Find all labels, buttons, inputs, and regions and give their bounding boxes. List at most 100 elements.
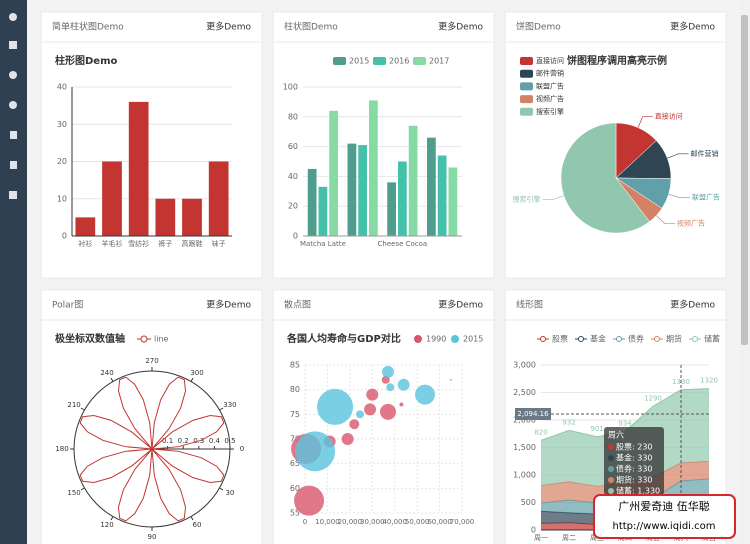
chart-title: 极坐标双数值轴 bbox=[55, 332, 125, 345]
angle-tick bbox=[219, 487, 224, 491]
sidebar-icon[interactable] bbox=[9, 191, 17, 199]
legend-label: 债券 bbox=[628, 334, 644, 344]
pointer-label-bg bbox=[515, 408, 551, 420]
y-tick-label: 65 bbox=[290, 459, 300, 468]
legend-marker bbox=[140, 335, 148, 343]
panel-title: 线形图 bbox=[516, 299, 543, 311]
pointer-label: 2,094.16 bbox=[517, 410, 549, 418]
bar bbox=[387, 182, 397, 236]
data-label: 1290 bbox=[644, 394, 662, 402]
bar bbox=[182, 198, 202, 236]
more-link[interactable]: 更多Demo bbox=[670, 299, 715, 311]
y-tick-label: 75 bbox=[290, 410, 300, 419]
angle-tick bbox=[190, 377, 194, 382]
legend-swatch bbox=[520, 107, 533, 116]
legend-label: 2017 bbox=[429, 57, 449, 66]
bubble bbox=[381, 365, 394, 378]
bar bbox=[75, 217, 96, 236]
legend-label: 1990 bbox=[426, 335, 446, 344]
chart-title: 柱形图Demo bbox=[55, 54, 118, 67]
sidebar-icon[interactable] bbox=[10, 131, 17, 139]
x-tick-label: 70,000 bbox=[450, 518, 475, 526]
panel-title: 简单柱状图Demo bbox=[52, 21, 124, 33]
bar bbox=[318, 186, 328, 236]
legend-marker bbox=[414, 335, 422, 343]
panel bbox=[272, 11, 495, 279]
y-tick-label: 0 bbox=[293, 232, 298, 241]
angle-tick bbox=[110, 377, 114, 382]
y-tick-label: 10 bbox=[57, 194, 67, 203]
sidebar-icons bbox=[9, 13, 17, 199]
tooltip-marker bbox=[608, 466, 614, 472]
y-tick-label: 60 bbox=[290, 484, 300, 493]
panel-title: 饼图Demo bbox=[516, 21, 561, 33]
y-tick-label: 2,500 bbox=[513, 388, 536, 397]
legend-label: 搜索引擎 bbox=[536, 107, 564, 116]
panel bbox=[40, 11, 263, 279]
bar bbox=[307, 168, 317, 236]
y-tick-label: 3,000 bbox=[513, 361, 536, 370]
bar bbox=[408, 125, 418, 236]
legend-label: 2015 bbox=[463, 335, 483, 344]
panel-title: 散点图 bbox=[284, 299, 311, 311]
legend-label: 视频广告 bbox=[536, 94, 564, 103]
more-link[interactable]: 更多Demo bbox=[670, 21, 715, 33]
x-tick-label: 袜子 bbox=[212, 239, 226, 248]
sidebar-icon[interactable] bbox=[10, 161, 17, 169]
legend-swatch bbox=[333, 57, 346, 65]
x-tick-label: 60,000 bbox=[427, 518, 452, 526]
angle-tick-label: 150 bbox=[67, 489, 80, 497]
tooltip-item: 债券: 330 bbox=[616, 464, 653, 474]
tooltip-item: 储蓄: 1,330 bbox=[616, 486, 660, 496]
angle-tick-label: 210 bbox=[67, 401, 80, 409]
label-line bbox=[637, 116, 653, 128]
label-line bbox=[668, 193, 691, 199]
y-tick-label: 0 bbox=[531, 526, 536, 535]
legend-swatch bbox=[373, 57, 386, 65]
bubble bbox=[355, 410, 364, 419]
label-line bbox=[655, 215, 676, 225]
scrollbar-thumb[interactable] bbox=[741, 15, 748, 345]
legend-label: 联盟广告 bbox=[536, 81, 564, 90]
legend-swatch bbox=[520, 95, 533, 104]
more-link[interactable]: 更多Demo bbox=[438, 21, 483, 33]
bar bbox=[437, 155, 447, 236]
x-tick-label: Cheese Cocoa bbox=[378, 240, 428, 248]
angle-tick-label: 120 bbox=[100, 521, 113, 529]
angle-tick-label: 240 bbox=[100, 369, 113, 377]
data-label: 901 bbox=[590, 425, 603, 433]
more-link[interactable]: 更多Demo bbox=[438, 299, 483, 311]
data-label: 932 bbox=[562, 418, 575, 426]
y-tick-label: 0 bbox=[62, 232, 67, 241]
y-tick-label: 85 bbox=[290, 361, 300, 370]
y-tick-label: 30 bbox=[57, 120, 67, 129]
radius-tick-label: 0.1 bbox=[162, 437, 173, 445]
more-link[interactable]: 更多Demo bbox=[206, 299, 251, 311]
y-tick-label: 20 bbox=[288, 202, 298, 211]
tooltip-marker bbox=[608, 477, 614, 483]
sidebar bbox=[0, 0, 27, 544]
x-tick-label: 高跟鞋 bbox=[182, 239, 203, 248]
legend-marker bbox=[692, 336, 698, 342]
bar bbox=[427, 137, 436, 236]
legend-marker bbox=[654, 336, 660, 342]
y-tick-label: 500 bbox=[521, 498, 536, 507]
chart-title: 各国人均寿命与GDP对比 bbox=[286, 332, 401, 345]
sidebar-icon[interactable] bbox=[9, 101, 17, 109]
sidebar-icon[interactable] bbox=[9, 13, 17, 21]
sidebar-icon[interactable] bbox=[9, 71, 17, 79]
x-tick-label: 周一 bbox=[534, 534, 548, 542]
legend-label: 2016 bbox=[389, 57, 409, 66]
bubble bbox=[366, 388, 379, 401]
polar-line bbox=[79, 376, 225, 522]
more-link[interactable]: 更多Demo bbox=[206, 21, 251, 33]
legend-swatch bbox=[520, 57, 533, 65]
angle-tick-label: 90 bbox=[148, 533, 157, 541]
tooltip-marker bbox=[608, 488, 614, 494]
x-tick-label: 周二 bbox=[562, 534, 576, 542]
bar bbox=[155, 198, 176, 236]
watermark-box bbox=[593, 494, 736, 539]
sidebar-icon[interactable] bbox=[9, 41, 17, 49]
